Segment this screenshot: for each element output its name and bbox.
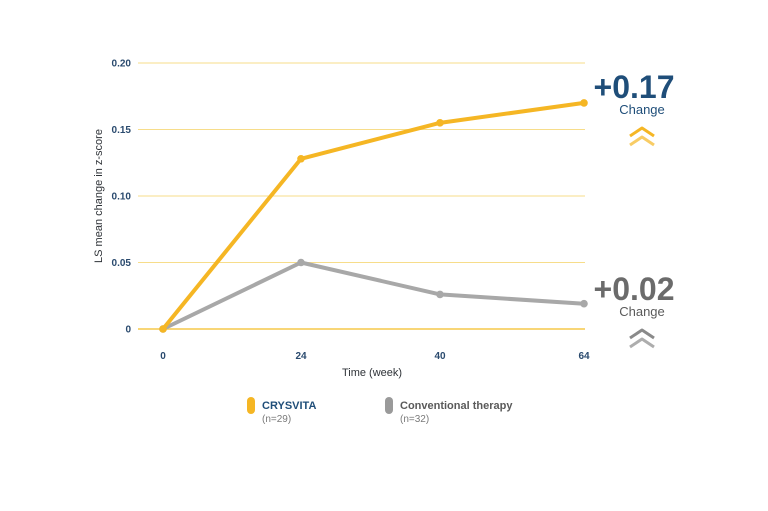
x-tick-label: 40 [434, 351, 446, 362]
data-point [297, 154, 305, 163]
y-tick-label: 0 [125, 325, 131, 336]
series-conventional [159, 258, 588, 333]
data-point [436, 290, 444, 299]
change-value: +0.17 [594, 69, 675, 105]
x-tick-label: 64 [578, 351, 590, 362]
change-label: Change [619, 304, 665, 319]
x-axis-title: Time (week) [342, 367, 402, 379]
y-tick-label: 0.05 [112, 258, 132, 269]
series-line [161, 100, 586, 331]
change-label: Change [619, 102, 665, 117]
double-chevron-up-icon [629, 328, 655, 349]
y-tick-label: 0.20 [112, 59, 132, 70]
legend-sample-size: (n=29) [262, 414, 291, 425]
double-chevron-up-icon [629, 126, 655, 147]
x-tick-label: 24 [295, 351, 307, 362]
legend-sample-size: (n=32) [400, 414, 429, 425]
legend-item: Conventional therapy (n=32) [385, 397, 513, 425]
data-point [159, 325, 167, 333]
series-line [161, 260, 586, 331]
data-point [580, 299, 588, 308]
legend-series-name: Conventional therapy [400, 400, 513, 412]
grid-lines [138, 62, 585, 330]
data-point [436, 119, 444, 127]
legend: CRYSVITA (n=29) Conventional therapy (n=32) [247, 397, 513, 425]
y-axis-title: LS mean change in z-score [93, 129, 105, 263]
legend-swatch [247, 397, 255, 414]
series-crysvita [159, 99, 588, 333]
y-tick-label: 0.10 [112, 192, 132, 203]
data-point [297, 258, 305, 267]
x-tick-label: 0 [160, 351, 166, 362]
axis-ticks: 0 0.05 0.10 0.15 0.20 0 24 40 64 [112, 59, 590, 363]
legend-item: CRYSVITA (n=29) [247, 397, 316, 425]
series [159, 99, 588, 333]
legend-swatch [385, 397, 393, 414]
data-point [580, 99, 588, 107]
change-value: +0.02 [594, 271, 675, 307]
y-tick-label: 0.15 [112, 125, 132, 136]
legend-series-name: CRYSVITA [262, 400, 316, 412]
